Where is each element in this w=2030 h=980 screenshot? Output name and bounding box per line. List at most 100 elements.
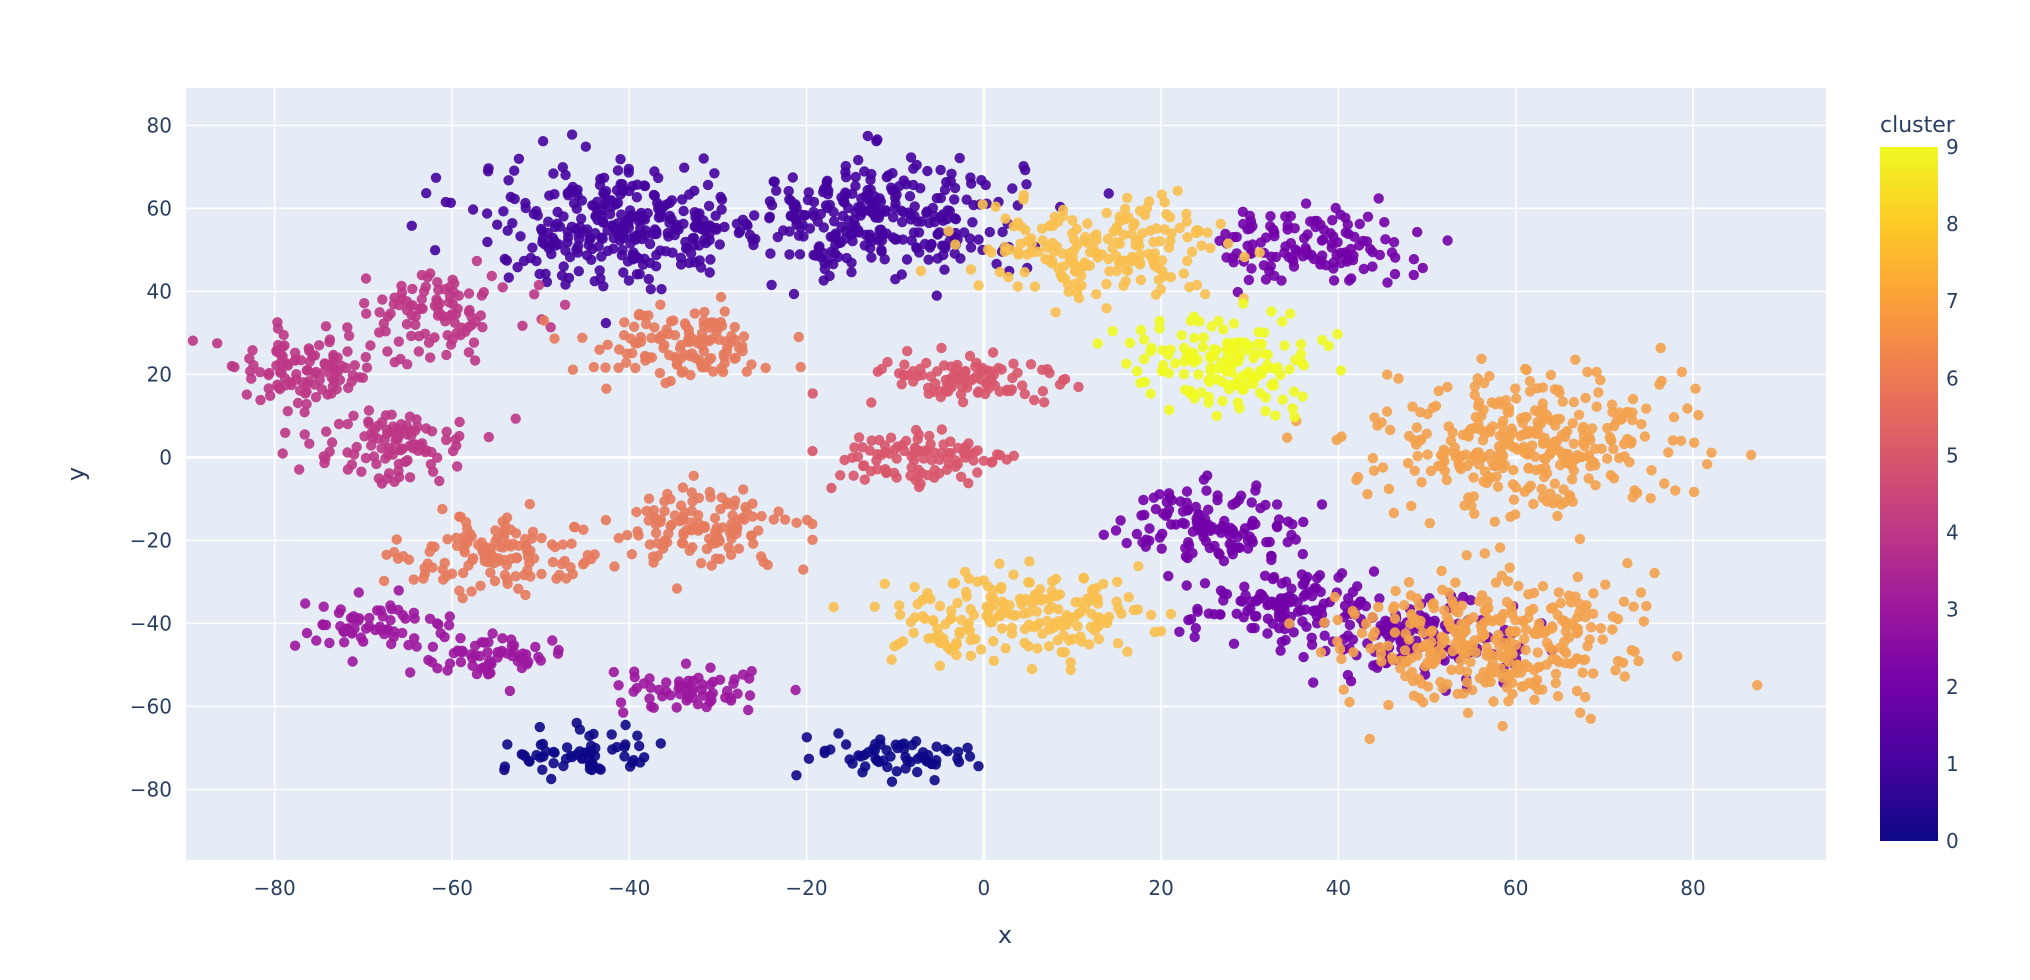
scatter-point xyxy=(625,238,636,249)
scatter-point xyxy=(558,211,569,222)
scatter-point xyxy=(1461,666,1473,678)
scatter-point xyxy=(437,503,448,515)
scatter-point xyxy=(1267,618,1279,629)
scatter-point xyxy=(646,701,657,712)
scatter-point xyxy=(1093,621,1104,632)
scatter-point xyxy=(779,514,791,525)
scatter-point xyxy=(1317,250,1328,261)
scatter-point xyxy=(427,562,438,573)
scatter-point xyxy=(678,205,689,217)
scatter-point xyxy=(823,255,834,267)
scatter-point xyxy=(1327,215,1338,226)
scatter-point xyxy=(552,648,564,659)
scatter-point xyxy=(1079,601,1091,613)
scatter-point xyxy=(443,620,455,631)
scatter-point xyxy=(853,432,865,443)
scatter-point xyxy=(666,195,678,206)
scatter-point xyxy=(961,382,973,393)
scatter-point xyxy=(1389,613,1401,624)
scatter-point xyxy=(1233,494,1245,506)
scatter-point xyxy=(1300,589,1311,600)
scatter-point xyxy=(1361,618,1372,629)
scatter-point xyxy=(1580,691,1591,703)
scatter-point xyxy=(1161,209,1172,220)
scatter-point xyxy=(1058,630,1070,641)
scatter-point xyxy=(897,234,909,245)
scatter-point xyxy=(1425,465,1437,477)
scatter-point xyxy=(1752,680,1763,691)
scatter-point xyxy=(1381,406,1393,417)
scatter-point xyxy=(1057,248,1068,259)
scatter-point xyxy=(1587,423,1598,434)
scatter-point xyxy=(434,475,445,487)
scatter-point xyxy=(1424,616,1436,627)
scatter-point xyxy=(513,583,524,594)
scatter-point xyxy=(1213,547,1224,559)
scatter-point xyxy=(1107,326,1118,337)
scatter-point xyxy=(982,244,994,255)
scatter-point xyxy=(1408,269,1420,281)
scatter-point xyxy=(1237,206,1249,217)
scatter-point xyxy=(628,755,639,766)
scatter-point xyxy=(294,385,306,396)
scatter-point xyxy=(908,455,920,466)
scatter-point xyxy=(1216,527,1227,538)
scatter-point xyxy=(1382,640,1394,651)
scatter-point xyxy=(943,226,954,237)
colorbar-tick-label: 9 xyxy=(1946,135,1959,159)
scatter-point xyxy=(1203,608,1215,619)
scatter-point xyxy=(1114,238,1126,249)
scatter-point xyxy=(623,167,634,178)
scatter-point xyxy=(618,267,629,278)
scatter-point xyxy=(1591,366,1602,378)
scatter-point xyxy=(1024,556,1035,567)
scatter-point xyxy=(1636,419,1647,430)
scatter-point xyxy=(1135,325,1147,336)
scatter-point xyxy=(1272,362,1283,373)
scatter-point xyxy=(1058,374,1069,386)
scatter-point xyxy=(532,210,543,221)
scatter-point xyxy=(1282,537,1293,548)
scatter-point xyxy=(1135,274,1147,286)
scatter-point xyxy=(1314,570,1326,581)
scatter-point xyxy=(895,609,906,620)
scatter-point xyxy=(583,239,594,251)
scatter-point xyxy=(1043,641,1055,652)
scatter-point xyxy=(743,704,754,716)
scatter-point xyxy=(449,278,460,289)
scatter-point xyxy=(956,614,967,626)
scatter-point xyxy=(1019,623,1031,635)
scatter-point xyxy=(1606,435,1617,446)
scatter-point xyxy=(333,607,345,619)
scatter-point xyxy=(881,228,892,239)
scatter-point xyxy=(520,202,531,214)
scatter-point xyxy=(1128,254,1140,265)
scatter-point xyxy=(453,290,464,301)
scatter-point xyxy=(712,529,723,541)
scatter-point xyxy=(614,344,625,355)
scatter-point xyxy=(1619,671,1631,682)
scatter-point xyxy=(1181,350,1192,361)
scatter-point xyxy=(1437,584,1448,595)
scatter-point xyxy=(1203,374,1215,386)
scatter-point xyxy=(1289,411,1300,423)
scatter-point xyxy=(932,229,943,240)
scatter-point xyxy=(499,554,510,566)
scatter-point xyxy=(982,581,994,592)
scatter-point xyxy=(1198,332,1210,343)
scatter-point xyxy=(1458,641,1469,652)
scatter-point xyxy=(397,627,408,639)
scatter-point xyxy=(859,166,870,177)
scatter-point xyxy=(512,262,523,273)
scatter-point xyxy=(644,673,655,684)
scatter-point xyxy=(650,527,662,539)
scatter-point xyxy=(1421,428,1433,439)
scatter-point xyxy=(1147,256,1159,267)
scatter-point xyxy=(528,553,540,564)
scatter-point xyxy=(1406,653,1417,664)
scatter-point xyxy=(310,392,322,403)
scatter-point xyxy=(1439,605,1450,616)
scatter-point xyxy=(537,237,548,248)
scatter-point xyxy=(1520,644,1531,656)
scatter-point xyxy=(902,345,913,357)
